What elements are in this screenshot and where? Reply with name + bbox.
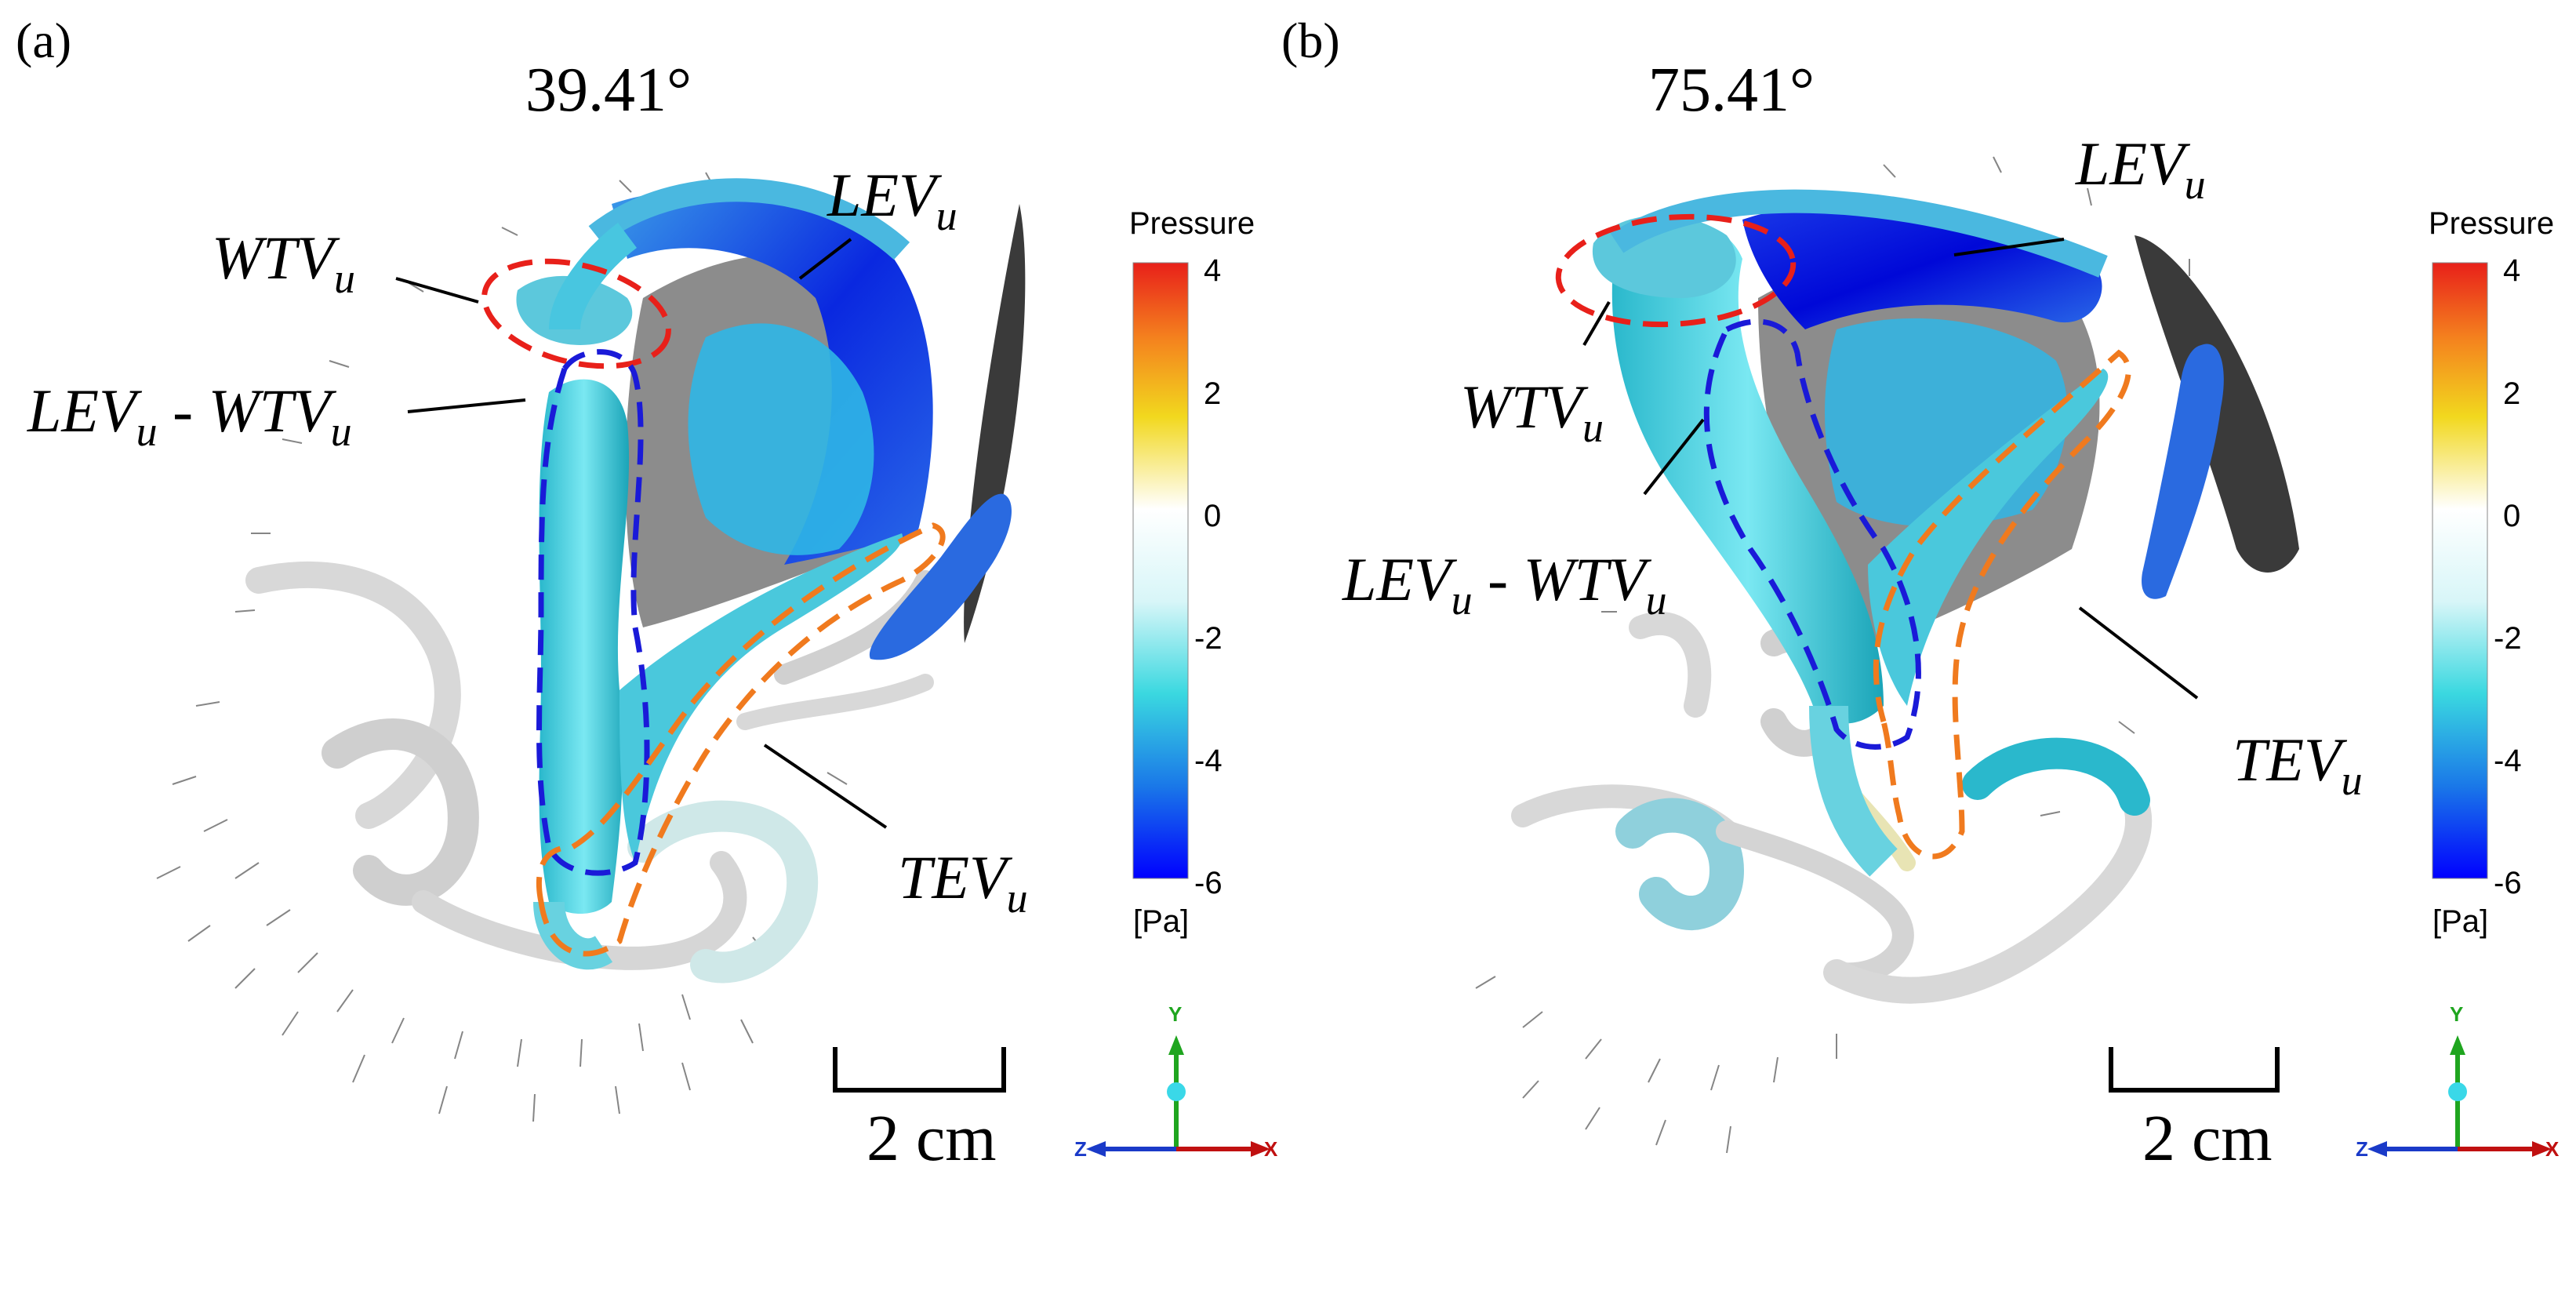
colorbar-tick: -4 <box>1194 744 1223 778</box>
panel-letter: (b) <box>1281 13 1340 68</box>
vortex-visualization-a <box>156 172 1270 1157</box>
colorbar-tick: -6 <box>2494 866 2522 900</box>
tev-sheet <box>619 533 903 863</box>
phase-angle: 75.41° <box>1648 56 1815 125</box>
tev-outline <box>1873 349 2131 860</box>
axis-triad <box>1086 1035 1270 1157</box>
colorbar-unit: [Pa] <box>1133 904 1190 939</box>
lev-root-tube <box>549 223 638 331</box>
label-wtv: WTVu <box>1460 373 1604 451</box>
tip-vortex-blue <box>2142 344 2224 599</box>
panel-letter: (a) <box>16 13 72 68</box>
axis-y-label: Y <box>1168 1002 1183 1026</box>
colorbar-tick: 0 <box>1204 499 1222 533</box>
colorbar-tick: 0 <box>2503 499 2521 533</box>
axis-y-label: Y <box>2450 1002 2464 1026</box>
colorbar-gradient <box>2432 262 2488 879</box>
label-wtv: WTVu <box>212 224 355 302</box>
tev-sheet <box>1868 369 2109 706</box>
axis-triad <box>2367 1035 2552 1157</box>
wtv-outline <box>481 258 671 369</box>
phase-angle: 39.41° <box>525 56 692 125</box>
colorbar-tick: 4 <box>2503 253 2521 288</box>
label-lev: LEVu <box>827 161 957 239</box>
label-lev-wtv: LEVu - WTVu <box>1342 545 1667 624</box>
scale-bar-label: 2 cm <box>2142 1102 2273 1175</box>
axis-z-label: Z <box>2356 1137 2368 1161</box>
lev-inner-cyan <box>688 323 874 555</box>
colorbar-tick: 4 <box>1204 253 1222 288</box>
scale-bar-line <box>833 1047 1006 1093</box>
colorbar-unit: [Pa] <box>2432 904 2489 939</box>
colorbar-tick: -2 <box>1194 621 1223 656</box>
scale-bar-line <box>2109 1047 2280 1093</box>
axis-z-label: Z <box>1074 1137 1087 1161</box>
tev-outline <box>536 522 946 957</box>
vortex-visualization-b <box>1475 156 2552 1157</box>
colorbar-title: Pressure <box>1129 206 1255 241</box>
wtv-outline <box>1555 213 1797 328</box>
lev-outer-rim <box>588 178 910 260</box>
lev-wtv-column <box>539 379 630 914</box>
lev-wtv-outline <box>1703 318 1921 750</box>
lev-outer-rim <box>1610 189 2108 278</box>
tip-vortex-blue <box>869 493 1012 660</box>
colorbar-gradient <box>1132 262 1189 879</box>
colorbar-tick: -4 <box>2494 744 2522 778</box>
leader-lines <box>1582 238 2199 700</box>
label-lev: LEVu <box>2076 129 2206 208</box>
colorbar-title: Pressure <box>2429 206 2555 241</box>
axis-x-label: X <box>2545 1137 2560 1161</box>
panel-a: (a) 39.41° WTVu LEVu LEVu - WTVu TEVu 2 … <box>16 13 1278 1175</box>
leader-lines <box>395 238 888 829</box>
label-lev-wtv: LEVu - WTVu <box>27 376 352 455</box>
colorbar-tick: 2 <box>1204 376 1222 411</box>
panel-b: (b) 75.41° LEVu WTVu LEVu - WTVu TEVu 2 … <box>1281 0 2575 1309</box>
label-tev: TEVu <box>2233 725 2363 804</box>
scale-bar-label: 2 cm <box>867 1102 997 1175</box>
column-base <box>1809 705 1898 877</box>
lev-wtv-column <box>1611 218 1884 724</box>
lev-wtv-outline <box>536 349 650 876</box>
label-tev: TEVu <box>898 843 1028 922</box>
colorbar-tick: -6 <box>1194 866 1223 900</box>
colorbar-tick: -2 <box>2494 621 2522 656</box>
axis-x-label: X <box>1264 1137 1278 1161</box>
colorbar-tick: 2 <box>2503 376 2521 411</box>
